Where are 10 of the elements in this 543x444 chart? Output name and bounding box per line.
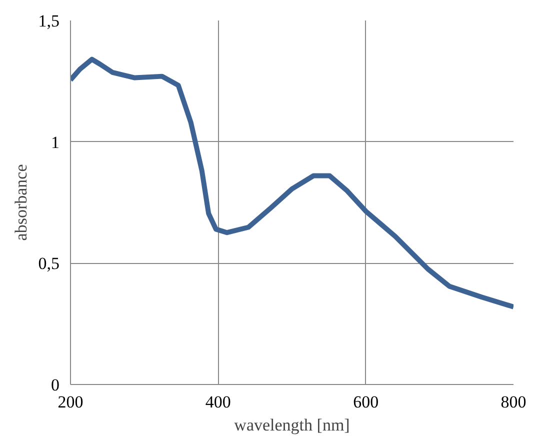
y-tick-label: 0 — [51, 376, 60, 394]
x-tick-label: 600 — [353, 392, 379, 412]
x-tick-label: 400 — [205, 392, 231, 412]
y-tick-label: 0,5 — [38, 254, 60, 274]
x-tick-label: 800 — [500, 392, 526, 412]
y-axis-title: absorbance — [11, 164, 30, 241]
x-axis-title: wavelength [nm] — [234, 416, 350, 434]
y-tick-label: 1,5 — [38, 12, 60, 30]
x-tick-label: 200 — [58, 392, 84, 412]
y-tick-label: 1 — [51, 132, 60, 152]
